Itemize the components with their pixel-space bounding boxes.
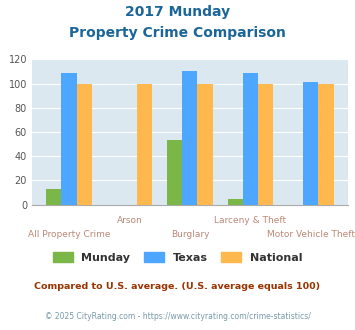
Text: Compared to U.S. average. (U.S. average equals 100): Compared to U.S. average. (U.S. average …: [34, 282, 321, 291]
Bar: [61, 73, 77, 205]
Bar: [228, 199, 243, 205]
Legend: Munday, Texas, National: Munday, Texas, National: [47, 247, 308, 268]
Text: Larceny & Theft: Larceny & Theft: [214, 216, 286, 225]
Bar: [77, 83, 92, 205]
Bar: [46, 189, 61, 205]
Text: Property Crime Comparison: Property Crime Comparison: [69, 26, 286, 40]
Bar: [182, 72, 197, 205]
Text: Burglary: Burglary: [171, 230, 209, 239]
Bar: [137, 83, 152, 205]
Bar: [197, 83, 213, 205]
Bar: [318, 83, 334, 205]
Text: 2017 Munday: 2017 Munday: [125, 5, 230, 19]
Text: Motor Vehicle Theft: Motor Vehicle Theft: [267, 230, 355, 239]
Bar: [167, 141, 182, 205]
Text: All Property Crime: All Property Crime: [28, 230, 110, 239]
Bar: [258, 83, 273, 205]
Bar: [243, 73, 258, 205]
Text: Arson: Arson: [116, 216, 142, 225]
Bar: [303, 82, 318, 205]
Text: © 2025 CityRating.com - https://www.cityrating.com/crime-statistics/: © 2025 CityRating.com - https://www.city…: [45, 312, 310, 321]
